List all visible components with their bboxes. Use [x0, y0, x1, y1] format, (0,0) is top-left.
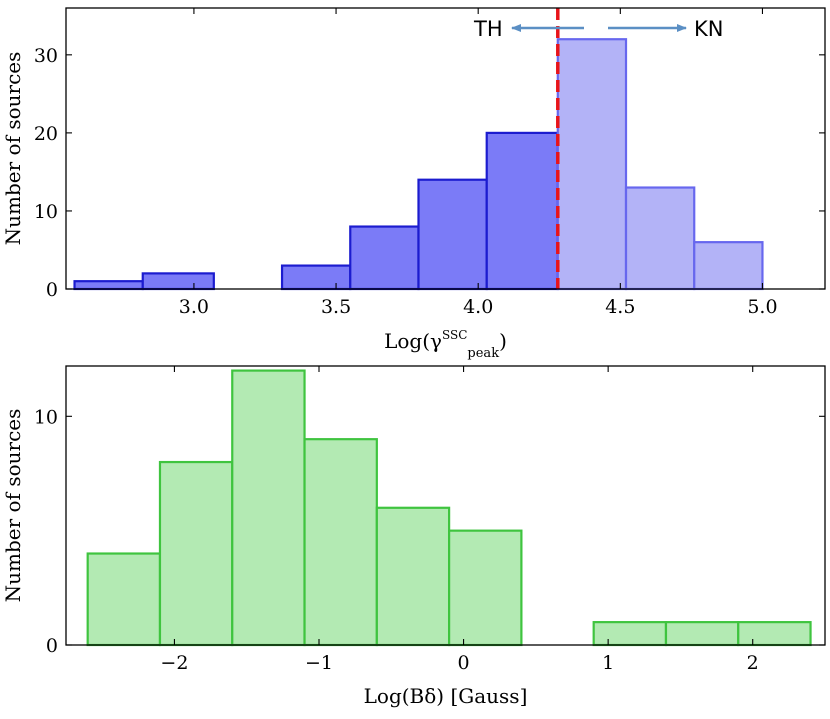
histogram-bar: [624, 186, 696, 291]
histogram-bar: [375, 506, 451, 647]
x-axis-label: Log(Bδ) [Gauss]: [364, 684, 528, 708]
histogram-bar: [664, 621, 740, 647]
histogram-bar: [556, 38, 628, 291]
x-tick-label: 4.5: [605, 296, 635, 318]
x-axis-label-superscript: SSC: [442, 328, 467, 342]
y-tick-label: 30: [34, 45, 58, 67]
y-tick-label: 10: [34, 201, 58, 223]
bdelta-histogram-bars: [86, 369, 812, 647]
histogram-bar: [448, 529, 523, 647]
x-axis-label-subscript: peak: [467, 346, 499, 361]
x-tick-label: 1: [602, 652, 614, 674]
histogram-bar: [280, 264, 352, 291]
histogram-bar: [141, 272, 215, 291]
x-tick-label: 2: [747, 652, 759, 674]
x-axis-label-text: Log(γ: [384, 329, 442, 353]
y-axis-label: Number of sources: [1, 409, 25, 603]
kn-label: KN: [694, 17, 723, 41]
y-tick-label: 0: [46, 279, 58, 301]
histogram-bar: [349, 225, 420, 291]
bdelta-histogram-panel: −2 −1 0 1 2 0 10 Log(Bδ) [Gauss] Number of so…: [1, 365, 826, 708]
x-tick-label: 3.0: [179, 296, 209, 318]
histogram-bar: [158, 460, 234, 647]
histogram-bar: [73, 280, 144, 291]
histogram-bar: [303, 438, 378, 647]
gamma-histogram-panel: TH KN 3.0 3.5 4.0 4.5 5.0 0 10 20 30 Log(γSSCpe…: [1, 7, 826, 361]
x-tick-label: −2: [160, 652, 188, 674]
regime-annotations: TH KN: [473, 17, 723, 41]
histogram-bar: [485, 131, 559, 291]
histogram-bar: [592, 621, 668, 647]
x-axis-label-close: ): [499, 329, 507, 353]
x-tick-label: −1: [305, 652, 333, 674]
y-ticks: 0 10 20 30: [34, 45, 825, 301]
x-tick-label: 3.5: [321, 296, 351, 318]
y-tick-label: 20: [34, 123, 58, 145]
histogram-bar: [693, 241, 764, 291]
histogram-bar: [417, 178, 488, 291]
y-ticks: 0 10: [34, 406, 825, 657]
x-axis-label: Log(γSSCpeak): [384, 328, 507, 361]
histogram-bar: [737, 621, 812, 647]
histogram-bar: [86, 552, 162, 647]
x-tick-label: 0: [458, 652, 470, 674]
x-ticks: 3.0 3.5 4.0 4.5 5.0: [179, 8, 778, 318]
y-tick-label: 0: [46, 635, 58, 657]
x-tick-label: 4.0: [463, 296, 493, 318]
histogram-bar: [231, 369, 306, 647]
th-label: TH: [473, 17, 503, 41]
x-tick-label: 5.0: [747, 296, 777, 318]
gamma-histogram-bars: [73, 38, 764, 291]
y-axis-label: Number of sources: [1, 52, 25, 246]
x-ticks: −2 −1 0 1 2: [160, 366, 759, 674]
plot-frame: [65, 7, 826, 290]
plot-frame: [65, 365, 826, 646]
y-tick-label: 10: [34, 406, 58, 428]
